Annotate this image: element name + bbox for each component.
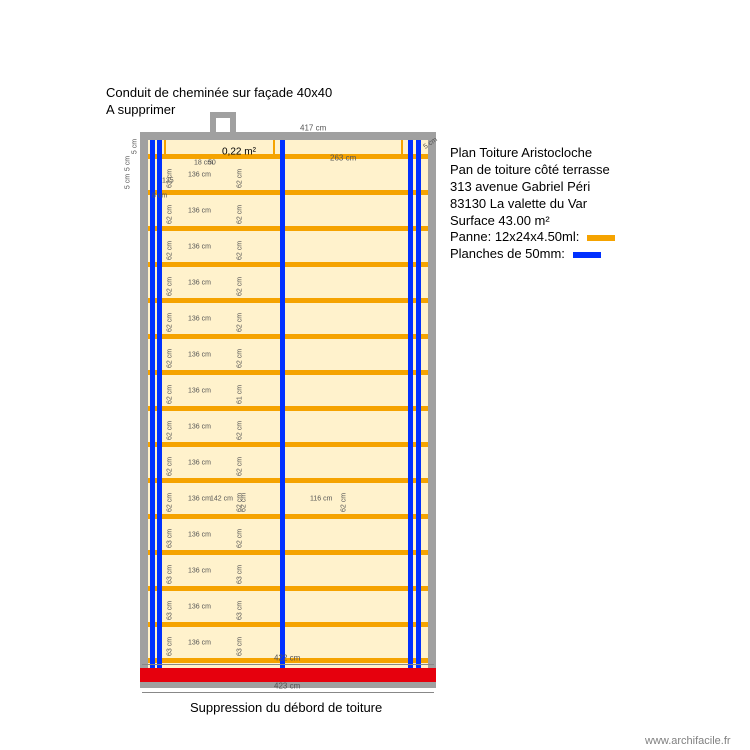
dim-62-left: 63 cm — [167, 564, 174, 583]
dim-mid-extra-62: 62 cm — [241, 492, 248, 511]
dim-5cm-l1: 5 cm — [132, 139, 139, 154]
dim-417: 417 cm — [300, 124, 326, 133]
dim-136: 136 cm — [188, 459, 211, 466]
dim-136: 136 cm — [188, 171, 211, 178]
dim-136: 136 cm — [188, 531, 211, 538]
legend-line-1: Plan Toiture Aristocloche — [450, 145, 615, 162]
dim-62-right: 63 cm — [237, 564, 244, 583]
legend-line-5: Surface 43.00 m² — [450, 213, 615, 230]
legend-line-2: Pan de toiture côté terrasse — [450, 162, 615, 179]
planche-vertical — [416, 140, 421, 674]
panne-row — [148, 622, 428, 627]
wall-right — [428, 132, 436, 682]
planche-vertical — [408, 140, 413, 674]
dim-62-left: 62 cm — [167, 456, 174, 475]
watermark: www.archifacile.fr — [645, 735, 731, 747]
panne-row — [148, 298, 428, 303]
dim-136: 136 cm — [188, 207, 211, 214]
dim-263: 263 cm — [330, 154, 356, 163]
panne-row — [148, 514, 428, 519]
dim-422: 422 cm — [274, 654, 300, 663]
dim-62-right: 62 cm — [237, 420, 244, 439]
panne-row — [148, 262, 428, 267]
dim-62-right: 62 cm — [237, 276, 244, 295]
dim-line — [142, 664, 434, 665]
dim-62-left: 63 cm — [167, 600, 174, 619]
dim-136: 136 cm — [188, 603, 211, 610]
dim-423: 423 cm — [274, 682, 300, 691]
dim-line — [142, 692, 434, 693]
dim-62-left: 62 cm — [167, 384, 174, 403]
dim-62-left: 62 cm — [167, 204, 174, 223]
dim-62-right: 62 cm — [237, 348, 244, 367]
dim-top-small: 50 — [208, 160, 216, 167]
dim-62-left: 63 cm — [167, 528, 174, 547]
area-label: 0,22 m² — [222, 147, 256, 158]
panne-vertical-stub — [164, 140, 166, 154]
dim-62-right: 62 cm — [237, 312, 244, 331]
dim-62-left: 62 cm — [167, 312, 174, 331]
panne-vertical-stub — [401, 140, 403, 154]
planche-vertical — [157, 140, 162, 674]
dim-62-left: 62 cm — [167, 240, 174, 259]
dim-136: 136 cm — [188, 423, 211, 430]
legend: Plan Toiture Aristocloche Pan de toiture… — [450, 145, 615, 263]
panne-row — [148, 442, 428, 447]
panne-row — [148, 370, 428, 375]
dim-136: 136 cm — [188, 279, 211, 286]
dim-136: 136 cm — [188, 243, 211, 250]
roof-plan: 136 cm 62 cm 62 cm 136 cm 62 cm 62 cm 136 cm 62… — [140, 132, 436, 692]
dim-mid-extra-62: 62 cm — [341, 492, 348, 511]
chimney-annotation-line1: Conduit de cheminée sur façade 40x40 — [106, 85, 332, 102]
dim-62-right: 63 cm — [237, 636, 244, 655]
dim-62-right: 62 cm — [237, 204, 244, 223]
dim-62-right: 62 cm — [237, 168, 244, 187]
bottom-annotation: Suppression du débord de toiture — [190, 700, 382, 715]
planche-vertical — [280, 140, 285, 674]
wall-top — [140, 132, 436, 140]
legend-planche: Planches de 50mm: — [450, 246, 615, 263]
dim-136: 136 cm — [188, 639, 211, 646]
legend-panne: Panne: 12x24x4.50ml: — [450, 229, 615, 246]
dim-5cm-l2: 5 cm — [125, 156, 132, 171]
dim-62-left: 62 cm — [167, 276, 174, 295]
dim-62-right: 62 cm — [237, 240, 244, 259]
panne-row — [148, 478, 428, 483]
dim-62-left: 62 cm — [167, 492, 174, 511]
dim-top-small: 8 cm — [152, 193, 167, 200]
panne-row — [148, 154, 428, 159]
dim-62-right: 61 cm — [237, 384, 244, 403]
dim-136: 136 cm — [188, 567, 211, 574]
dim-136: 136 cm — [188, 387, 211, 394]
red-bottom-bar — [140, 668, 436, 682]
panne-row — [148, 586, 428, 591]
dim-top-small: 135 — [162, 178, 174, 185]
panne-swatch — [587, 235, 615, 241]
planche-swatch — [573, 252, 601, 258]
dim-5cm-l3: 5 cm — [125, 174, 132, 189]
dim-62-left: 62 cm — [167, 348, 174, 367]
dim-136: 136 cm — [188, 315, 211, 322]
dim-62-right: 62 cm — [237, 456, 244, 475]
panne-row — [148, 334, 428, 339]
wall-left — [140, 132, 148, 682]
legend-line-3: 313 avenue Gabriel Péri — [450, 179, 615, 196]
panne-row — [148, 226, 428, 231]
dim-136: 136 cm — [188, 495, 211, 502]
dim-mid-extra: 116 cm — [310, 495, 332, 502]
dim-62-right: 63 cm — [237, 600, 244, 619]
panne-row — [148, 550, 428, 555]
legend-planche-label: Planches de 50mm: — [450, 246, 565, 261]
panne-vertical-stub — [273, 140, 275, 154]
panne-row — [148, 190, 428, 195]
dim-mid-extra: 142 cm — [210, 495, 233, 502]
dim-62-left: 62 cm — [167, 420, 174, 439]
planche-vertical — [150, 140, 155, 674]
dim-62-left: 63 cm — [167, 636, 174, 655]
legend-panne-label: Panne: 12x24x4.50ml: — [450, 229, 579, 244]
dim-62-right: 62 cm — [237, 528, 244, 547]
legend-line-4: 83130 La valette du Var — [450, 196, 615, 213]
panne-row — [148, 406, 428, 411]
dim-136: 136 cm — [188, 351, 211, 358]
